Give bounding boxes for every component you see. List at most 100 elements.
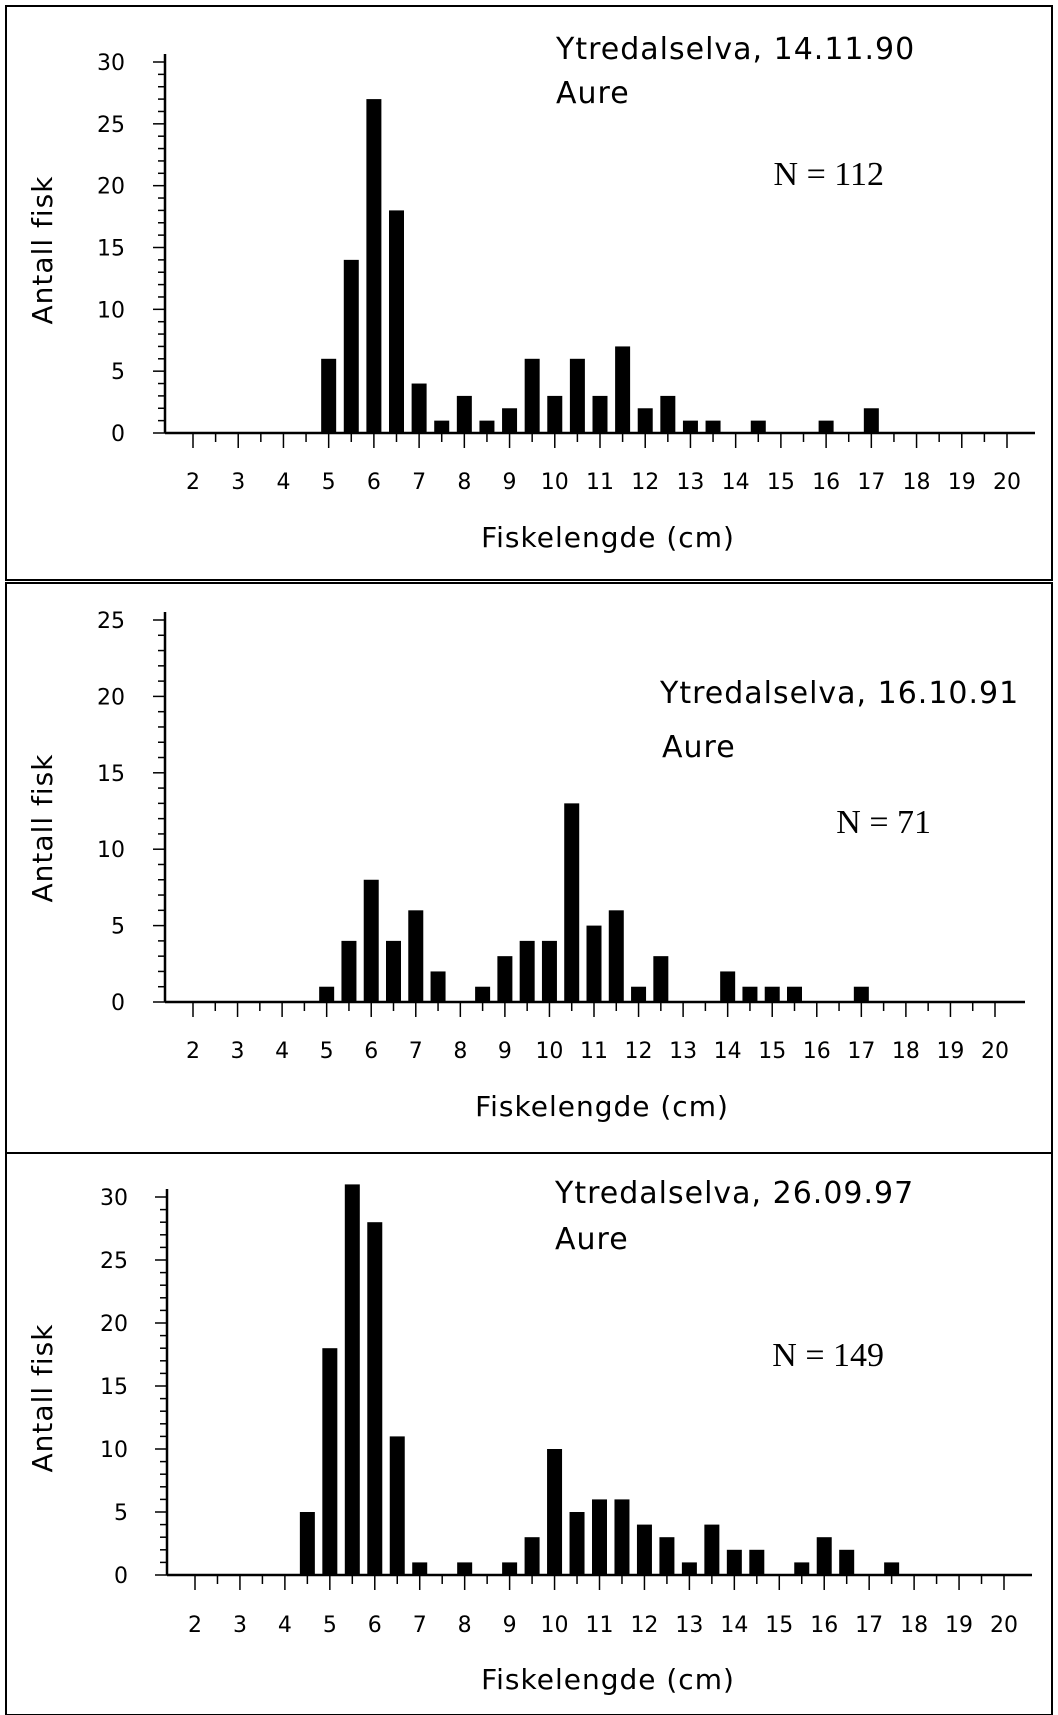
sample-size-annotation: N = 112 [774,156,884,193]
y-tick-label: 20 [97,685,125,710]
histogram-bar [653,956,669,1002]
x-tick-label: 16 [810,1613,838,1638]
x-tick-label: 4 [278,1613,292,1638]
y-tick-label: 25 [97,113,125,138]
x-tick-label: 9 [503,470,517,495]
histogram-bar [343,259,359,433]
histogram-bar [592,395,608,433]
histogram-bar [319,986,335,1002]
histogram-bar [456,395,472,433]
x-tick-label: 7 [413,1613,427,1638]
x-tick-label: 7 [409,1039,423,1064]
y-tick-label: 20 [97,175,125,200]
y-tick-label: 15 [97,762,125,787]
chart-title: Ytredalselva, 26.09.97 [554,1176,914,1211]
histogram-bar [704,1524,720,1575]
histogram-bar [321,358,337,433]
x-tick-label: 5 [323,1613,337,1638]
x-tick-label: 15 [765,1613,793,1638]
histogram-bar [344,1184,360,1575]
y-tick-label: 25 [97,609,125,634]
histogram-bar [592,1499,607,1575]
histogram-bar [434,420,450,433]
x-tick-label: 4 [276,470,290,495]
x-tick-label: 6 [367,470,381,495]
histogram-bar [794,1562,810,1575]
x-tick-label: 9 [503,1613,517,1638]
histogram-bar [853,986,869,1002]
histogram-bar [389,210,404,433]
histogram-bar [547,1449,563,1575]
histogram-bar [569,358,585,433]
chart-panel: 0 5 10 15 20 25 2 3 4 5 6 7 8 9 10 11 12 13 14 15 16 17 18 19 20… [5,582,1053,1154]
x-tick-label: 7 [412,470,426,495]
histogram-bar [497,956,513,1002]
histogram-bar [341,940,357,1002]
sample-size-annotation: N = 71 [836,804,931,841]
x-tick-label: 10 [535,1039,563,1064]
histogram-bar [366,99,382,433]
x-tick-label: 5 [320,1039,334,1064]
x-axis-title: Fiskelengde (cm) [481,521,735,554]
histogram-bar [524,1537,540,1575]
x-tick-label: 2 [188,1613,202,1638]
chart-subtitle: Aure [662,730,736,765]
x-tick-label: 2 [186,1039,200,1064]
histogram-bar [608,910,624,1002]
histogram-bar [569,1512,585,1575]
x-tick-label: 12 [630,1613,658,1638]
x-tick-label: 11 [586,470,614,495]
histogram-bar [389,1436,405,1575]
histogram-bar [586,925,602,1002]
x-tick-label: 8 [457,470,471,495]
x-tick-label: 8 [453,1039,467,1064]
chart-panel: 0 5 10 15 20 25 30 2 3 4 5 6 7 8 9 10 11 12 13 14 15 16 17 18 19… [5,5,1053,581]
x-tick-label: 3 [231,1039,245,1064]
histogram-bar [787,986,802,1002]
x-tick-label: 11 [580,1039,608,1064]
histogram-bar [660,395,676,433]
y-axis-title: Antall fisk [26,176,59,325]
histogram-bar [614,1499,630,1575]
histogram-bar [749,1549,765,1575]
histogram-bar [363,879,379,1002]
x-tick-label: 14 [720,1613,748,1638]
y-tick-label: 30 [100,1186,128,1211]
histogram-bar [682,420,698,433]
chart-title: Ytredalselva, 14.11.90 [555,32,915,67]
x-tick-label: 20 [981,1039,1009,1064]
histogram-bar [475,986,491,1002]
y-tick-label: 15 [100,1375,128,1400]
x-tick-label: 5 [322,470,336,495]
y-tick-label: 20 [100,1312,128,1337]
histogram-bar [816,1537,832,1575]
histogram-bar [564,803,580,1002]
x-tick-label: 15 [767,470,795,495]
histogram-bar [502,408,518,433]
histogram-bar [541,940,557,1002]
y-tick-label: 0 [111,422,125,447]
histogram-bar [631,986,647,1002]
x-axis-title: Fiskelengde (cm) [481,1663,735,1696]
histogram-bar [884,1562,900,1575]
y-tick-label: 10 [97,838,125,863]
histogram-bar [750,420,766,433]
histogram-bar [408,910,424,1002]
histogram-bar [681,1562,697,1575]
x-tick-label: 13 [669,1039,697,1064]
x-tick-label: 9 [498,1039,512,1064]
y-tick-label: 30 [97,51,125,76]
y-axis-title: Antall fisk [26,1324,59,1473]
histogram-bar [636,1524,652,1575]
x-tick-label: 19 [936,1039,964,1064]
histogram-bar [764,986,780,1002]
x-tick-label: 17 [847,1039,875,1064]
histogram-bar [519,940,535,1002]
x-tick-label: 14 [714,1039,742,1064]
x-tick-label: 17 [857,470,885,495]
x-tick-label: 16 [812,470,840,495]
y-tick-label: 10 [100,1438,128,1463]
x-tick-label: 19 [945,1613,973,1638]
x-tick-label: 8 [458,1613,472,1638]
histogram-bar [726,1549,742,1575]
